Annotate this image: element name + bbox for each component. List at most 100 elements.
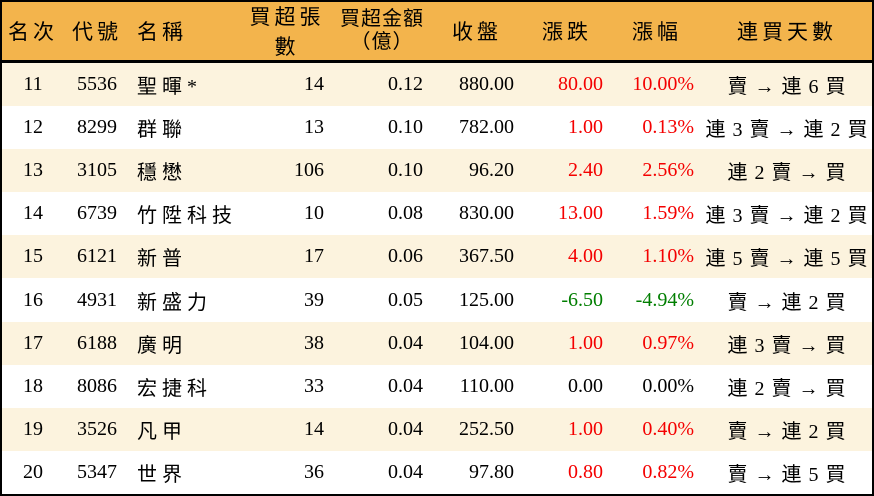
rank-cell: 16: [23, 288, 43, 311]
name-cell: 世界: [137, 463, 187, 486]
code-cell: 3105: [77, 159, 117, 182]
amount-cell: 0.10: [388, 159, 423, 182]
name-cell: 凡甲: [137, 420, 187, 443]
volume-cell: 38: [304, 331, 324, 354]
code-cell: 3526: [77, 417, 117, 440]
pct-cell: 10.00%: [632, 73, 694, 96]
header-change: 漲跌: [542, 20, 592, 44]
name-cell: 新盛力: [137, 291, 212, 314]
name-cell: 宏捷科: [137, 377, 212, 400]
rank-cell: 12: [23, 116, 43, 139]
streak-cell: 連 2 賣 → 買: [727, 377, 847, 400]
change-cell: 0.80: [568, 460, 603, 483]
volume-cell: 39: [304, 288, 324, 311]
close-cell: 782.00: [459, 116, 514, 139]
streak-cell: 賣 → 連 2 買: [727, 420, 847, 443]
pct-cell: 1.10%: [642, 245, 694, 268]
close-cell: 110.00: [459, 374, 514, 397]
table-body: 11 5536 聖暉* 14 0.12 880.00 80.00 10.00% …: [2, 63, 872, 494]
change-cell: 4.00: [568, 245, 603, 268]
streak-cell: 賣 → 連 5 買: [727, 463, 847, 486]
amount-cell: 0.04: [388, 331, 423, 354]
close-cell: 830.00: [459, 202, 514, 225]
change-cell: 13.00: [558, 202, 603, 225]
volume-cell: 10: [304, 202, 324, 225]
close-cell: 97.80: [469, 460, 514, 483]
streak-cell: 賣 → 連 2 買: [727, 291, 847, 314]
name-cell: 新普: [137, 248, 187, 271]
close-cell: 96.20: [469, 159, 514, 182]
header-amount-line2: （億）: [350, 31, 414, 53]
pct-cell: 0.00%: [642, 374, 694, 397]
pct-cell: 0.82%: [642, 460, 694, 483]
amount-cell: 0.05: [388, 288, 423, 311]
change-cell: 0.00: [568, 374, 603, 397]
table-row: 11 5536 聖暉* 14 0.12 880.00 80.00 10.00% …: [2, 63, 872, 107]
rank-cell: 11: [23, 73, 43, 96]
pct-cell: -4.94%: [635, 288, 694, 311]
name-cell: 廣明: [137, 334, 187, 357]
close-cell: 880.00: [459, 73, 514, 96]
amount-cell: 0.04: [388, 460, 423, 483]
header-streak: 連買天數: [737, 20, 837, 44]
amount-cell: 0.04: [388, 417, 423, 440]
table-header-row: 名次 代號 名稱 買超張數 買超金額 （億） 收盤 漲跌 漲幅 連買天數: [2, 2, 872, 63]
streak-cell: 連 3 賣 → 連 2 買: [705, 119, 869, 142]
header-volume: 買超張數: [249, 5, 325, 59]
pct-cell: 2.56%: [642, 159, 694, 182]
change-cell: 1.00: [568, 417, 603, 440]
volume-cell: 36: [304, 460, 324, 483]
rank-cell: 15: [23, 245, 43, 268]
volume-cell: 14: [304, 73, 324, 96]
rank-cell: 19: [23, 417, 43, 440]
code-cell: 8299: [77, 116, 117, 139]
name-cell: 聖暉*: [137, 76, 202, 99]
streak-cell: 賣 → 連 6 買: [727, 76, 847, 99]
rank-cell: 17: [23, 331, 43, 354]
header-amount-line1: 買超金額: [340, 8, 424, 30]
name-cell: 竹陞科技: [137, 205, 237, 228]
header-close: 收盤: [452, 20, 502, 44]
rank-cell: 14: [23, 202, 43, 225]
change-cell: 1.00: [568, 116, 603, 139]
name-cell: 群聯: [137, 119, 187, 142]
amount-cell: 0.12: [388, 73, 423, 96]
header-code: 代號: [72, 20, 122, 44]
rank-cell: 13: [23, 159, 43, 182]
header-pct: 漲幅: [632, 20, 682, 44]
amount-cell: 0.04: [388, 374, 423, 397]
volume-cell: 17: [304, 245, 324, 268]
streak-cell: 連 2 賣 → 買: [727, 162, 847, 185]
table-row: 16 4931 新盛力 39 0.05 125.00 -6.50 -4.94% …: [2, 278, 872, 322]
change-cell: 1.00: [568, 331, 603, 354]
header-name: 名稱: [137, 20, 187, 44]
code-cell: 4931: [77, 288, 117, 311]
code-cell: 5347: [77, 460, 117, 483]
streak-cell: 連 5 賣 → 連 5 買: [705, 248, 869, 271]
rank-cell: 18: [23, 374, 43, 397]
table-row: 17 6188 廣明 38 0.04 104.00 1.00 0.97% 連 3…: [2, 321, 872, 365]
streak-cell: 連 3 賣 → 買: [727, 334, 847, 357]
table-row: 14 6739 竹陞科技 10 0.08 830.00 13.00 1.59% …: [2, 192, 872, 236]
amount-cell: 0.08: [388, 202, 423, 225]
code-cell: 6739: [77, 202, 117, 225]
amount-cell: 0.06: [388, 245, 423, 268]
rank-cell: 20: [23, 460, 43, 483]
header-rank: 名次: [8, 20, 58, 44]
header-amount: 買超金額 （億）: [332, 8, 432, 54]
code-cell: 8086: [77, 374, 117, 397]
close-cell: 367.50: [459, 245, 514, 268]
close-cell: 104.00: [459, 331, 514, 354]
change-cell: 80.00: [558, 73, 603, 96]
pct-cell: 1.59%: [642, 202, 694, 225]
name-cell: 穩懋: [137, 162, 187, 185]
change-cell: 2.40: [568, 159, 603, 182]
close-cell: 252.50: [459, 417, 514, 440]
code-cell: 6188: [77, 331, 117, 354]
volume-cell: 13: [304, 116, 324, 139]
table-row: 20 5347 世界 36 0.04 97.80 0.80 0.82% 賣 → …: [2, 450, 872, 494]
change-cell: -6.50: [561, 288, 603, 311]
volume-cell: 14: [304, 417, 324, 440]
streak-cell: 連 3 賣 → 連 2 買: [705, 205, 869, 228]
